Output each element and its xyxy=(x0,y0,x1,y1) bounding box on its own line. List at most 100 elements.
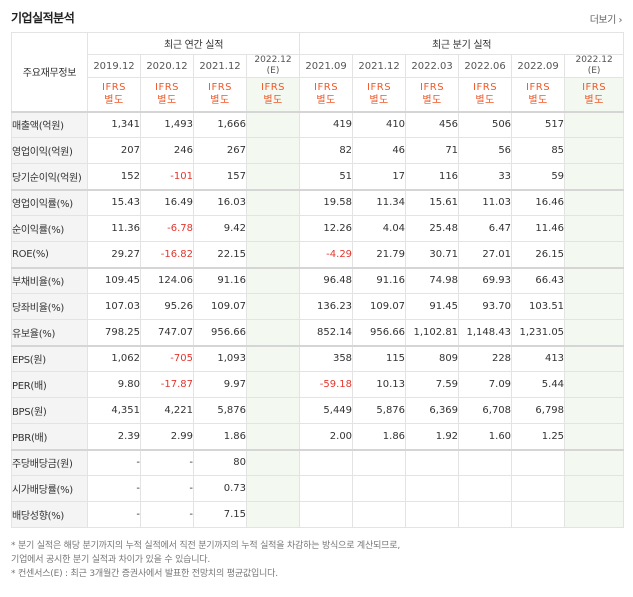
table-cell: 109.45 xyxy=(87,266,141,294)
table-cell: 152 xyxy=(87,163,141,190)
table-cell: 51 xyxy=(299,163,354,190)
table-cell: 96.48 xyxy=(299,266,354,294)
table-cell xyxy=(352,501,407,528)
table-cell: 116 xyxy=(405,163,460,190)
row-label: 부채비율(%) xyxy=(11,266,88,294)
table-cell: 809 xyxy=(405,344,460,372)
table-cell xyxy=(352,475,407,502)
table-cell xyxy=(245,448,301,476)
table-cell: 1.25 xyxy=(511,423,566,450)
table-cell: 56 xyxy=(458,137,513,164)
table-cell: 6,798 xyxy=(511,397,566,424)
table-cell: -4.29 xyxy=(299,241,354,268)
table-cell: 2.00 xyxy=(299,423,354,450)
table-cell: - xyxy=(87,475,141,502)
table-cell: 6,708 xyxy=(458,397,513,424)
table-cell: 4,351 xyxy=(87,397,141,424)
footnote-1: * 분기 실적은 해당 분기까지의 누적 실적에서 직전 분기까지의 누적 실적… xyxy=(11,541,400,551)
ifrs-badge: IFRS 별도 xyxy=(458,77,513,112)
table-cell xyxy=(564,266,625,294)
table-cell: 12.26 xyxy=(299,215,354,242)
table-cell: 11.36 xyxy=(87,215,141,242)
table-cell: -6.78 xyxy=(140,215,194,242)
table-cell xyxy=(405,448,460,476)
table-cell xyxy=(245,344,301,372)
period-header: 2021.09 xyxy=(299,54,354,78)
table-cell: 1,666 xyxy=(193,110,247,138)
row-label: 영업이익(억원) xyxy=(11,137,88,164)
table-cell: 16.03 xyxy=(193,188,247,216)
table-cell: 93.70 xyxy=(458,293,513,320)
section-title: 기업실적분석 xyxy=(11,11,75,25)
ifrs-badge: IFRS 별도 xyxy=(564,77,625,112)
table-cell: 1,062 xyxy=(87,344,141,372)
table-cell: 91.16 xyxy=(352,266,407,294)
ifrs-badge: IFRS 별도 xyxy=(245,77,301,112)
table-cell: 267 xyxy=(193,137,247,164)
table-row: 영업이익(억원) 207 246 267 82 46 71 56 85 xyxy=(11,137,625,164)
period-header: 2021.12 xyxy=(352,54,407,78)
table-cell xyxy=(564,319,625,346)
table-cell: 157 xyxy=(193,163,247,190)
ifrs-badge: IFRS 별도 xyxy=(352,77,407,112)
row-label: ROE(%) xyxy=(11,241,88,268)
table-cell: 246 xyxy=(140,137,194,164)
table-cell xyxy=(564,110,625,138)
table-cell: 16.46 xyxy=(511,188,566,216)
table-cell: 1,102.81 xyxy=(405,319,460,346)
table-cell: 1,341 xyxy=(87,110,141,138)
footnote-3: * 컨센서스(E) : 최근 3개월간 증권사에서 발표한 전망치의 평균값입니… xyxy=(11,569,278,579)
row-label: 배당성향(%) xyxy=(11,501,88,528)
table-row: EPS(원) 1,062 -705 1,093 358 115 809 228 413 xyxy=(11,344,625,372)
table-cell: 410 xyxy=(352,110,407,138)
table-cell: 1,231.05 xyxy=(511,319,566,346)
table-cell xyxy=(245,266,301,294)
table-cell xyxy=(245,319,301,346)
table-cell xyxy=(564,475,625,502)
period-header: 2022.06 xyxy=(458,54,513,78)
table-cell: 80 xyxy=(193,448,247,476)
table-cell xyxy=(245,371,301,398)
table-cell: 1,093 xyxy=(193,344,247,372)
table-cell: 29.27 xyxy=(87,241,141,268)
period-row: 2019.12 2020.12 2021.12 2022.12 (E) 2021.09 20… xyxy=(12,54,625,78)
row-label: 순이익률(%) xyxy=(11,215,88,242)
table-cell: 956.66 xyxy=(352,319,407,346)
ifrs-badge: IFRS 별도 xyxy=(140,77,194,112)
table-cell: 10.13 xyxy=(352,371,407,398)
table-cell xyxy=(245,110,301,138)
more-link[interactable]: 더보기 › xyxy=(589,15,623,26)
table-cell: 66.43 xyxy=(511,266,566,294)
table-row: 배당성향(%) - -7.15 xyxy=(11,501,625,528)
table-cell: 15.43 xyxy=(87,188,141,216)
table-cell: 207 xyxy=(87,137,141,164)
table-cell xyxy=(511,501,566,528)
table-cell: 107.03 xyxy=(87,293,141,320)
table-cell: 4.04 xyxy=(352,215,407,242)
table-cell xyxy=(245,137,301,164)
table-cell: - xyxy=(140,448,194,476)
table-row: 순이익률(%) 11.36 -6.78 9.42 12.26 4.04 25.48 6.47 1… xyxy=(11,215,625,242)
table-cell: 506 xyxy=(458,110,513,138)
table-cell xyxy=(511,448,566,476)
table-cell: 6,369 xyxy=(405,397,460,424)
table-cell: 419 xyxy=(299,110,354,138)
period-header: 2022.03 xyxy=(405,54,460,78)
ifrs-row: IFRS 별도 IFRS 별도 IFRS 별도 IFRS 별도 IFRS 별도 IFRS 별도 IFRS… xyxy=(12,77,625,112)
footnotes: * 분기 실적은 해당 분기까지의 누적 실적에서 직전 분기까지의 누적 실적… xyxy=(11,539,623,581)
table-cell xyxy=(564,241,625,268)
table-cell: -17.87 xyxy=(140,371,194,398)
table-row: PER(배) 9.80 -17.87 9.97 -59.18 10.13 7.59 7.09 5… xyxy=(11,371,625,398)
table-cell: 15.61 xyxy=(405,188,460,216)
table-cell: 747.07 xyxy=(140,319,194,346)
table-cell: 1.86 xyxy=(352,423,407,450)
table-cell: 9.42 xyxy=(193,215,247,242)
ifrs-badge: IFRS 별도 xyxy=(87,77,141,112)
table-cell: 956.66 xyxy=(193,319,247,346)
table-cell: 7.15 xyxy=(193,501,247,528)
table-cell xyxy=(564,371,625,398)
period-header: 2020.12 xyxy=(140,54,194,78)
row-label: 시가배당률(%) xyxy=(11,475,88,502)
table-cell xyxy=(564,423,625,450)
table-cell xyxy=(299,475,354,502)
